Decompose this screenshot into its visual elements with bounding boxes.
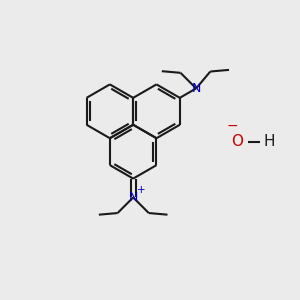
Text: N: N xyxy=(191,82,201,95)
Text: H: H xyxy=(263,134,275,149)
Text: +: + xyxy=(137,185,146,195)
Text: O: O xyxy=(231,134,243,149)
Text: N: N xyxy=(128,191,138,204)
Text: −: − xyxy=(226,119,238,133)
